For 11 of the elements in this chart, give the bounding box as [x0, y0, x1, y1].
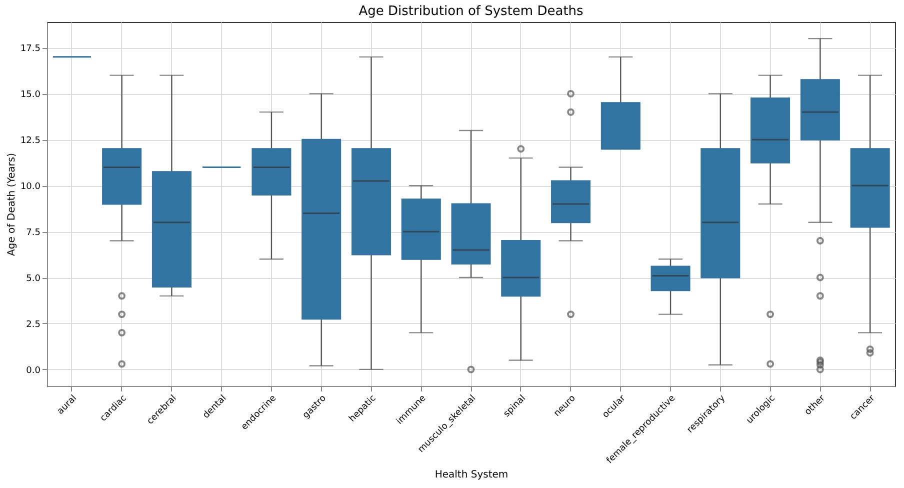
y-tick-label: 0.0: [26, 366, 41, 376]
y-tick-label: 2.5: [26, 320, 40, 330]
y-tick-label: 7.5: [26, 228, 40, 238]
chart-title: Age Distribution of System Deaths: [358, 4, 584, 19]
x-axis-title: Health System: [434, 469, 508, 480]
y-axis-title: Age of Death (Years): [6, 152, 18, 256]
y-tick-label: 17.5: [20, 44, 40, 54]
y-tick-label: 10.0: [20, 182, 41, 192]
y-tick-label: 5.0: [26, 274, 41, 284]
y-tick-label: 12.5: [20, 136, 40, 146]
y-tick-label: 15.0: [20, 90, 41, 100]
